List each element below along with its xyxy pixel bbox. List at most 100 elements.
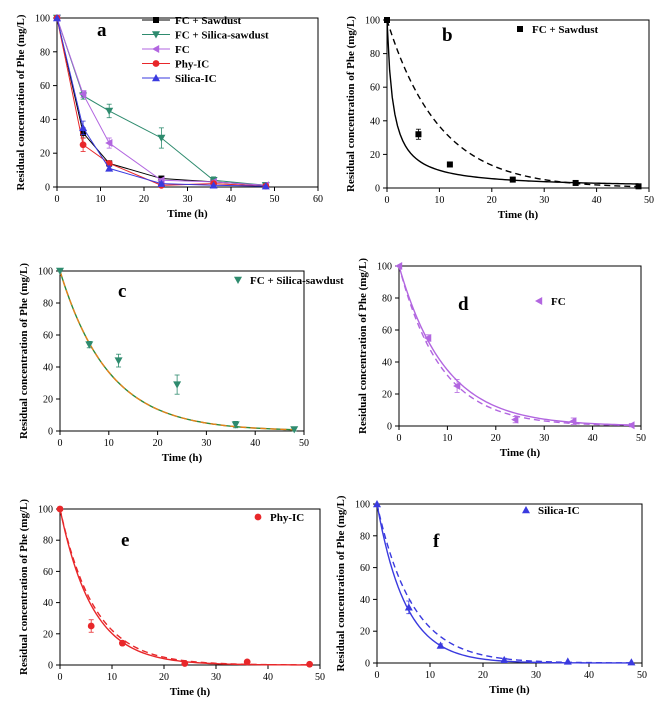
x-tick-label: 40: [250, 438, 260, 449]
x-tick-label: 20: [487, 195, 497, 206]
x-tick-label: 50: [299, 438, 309, 449]
y-tick-label: 100: [38, 267, 53, 278]
legend-label: FC + Sawdust: [175, 15, 242, 27]
fit-curve-solid: [376, 503, 632, 664]
x-tick-label: 0: [58, 672, 63, 683]
y-tick-label: 0: [48, 661, 53, 672]
y-tick-label: 100: [35, 14, 50, 25]
x-tick-label: 50: [636, 433, 646, 444]
fit-curve-dashed: [376, 503, 632, 664]
legend-entry: Phy-IC: [254, 512, 304, 524]
data-point: [209, 181, 218, 189]
series-fc-silica-sawdust: [56, 267, 299, 434]
y-tick-label: 0: [48, 427, 53, 438]
data-point: [114, 357, 123, 365]
data-point: [87, 622, 95, 630]
series-fc: [395, 262, 635, 430]
series-line: [56, 17, 266, 186]
fit-curve-solid: [59, 270, 295, 431]
fit-curve-dashed: [386, 19, 639, 188]
data-point: [509, 176, 516, 183]
series-phy-ic: [56, 505, 313, 668]
x-tick-label: 30: [531, 670, 541, 681]
x-axis-label: Time (h): [167, 208, 208, 220]
y-tick-label: 0: [45, 183, 50, 194]
legend-marker: [535, 297, 543, 305]
y-tick-label: 0: [387, 422, 392, 433]
panel-d: 0 10 20 30 40 50 0 20 40 60 80 100 Time (h) Residual …: [357, 258, 646, 459]
data-point: [85, 341, 94, 349]
data-point: [231, 421, 240, 429]
data-point: [105, 164, 114, 172]
legend-marker: [234, 276, 242, 284]
x-axis-label: Time (h): [500, 447, 541, 459]
x-axis-label: Time (h): [170, 686, 211, 698]
x-tick-label: 20: [139, 194, 149, 205]
panel-label: c: [118, 281, 126, 302]
data-point: [384, 17, 390, 23]
legend-label: FC: [551, 296, 566, 308]
x-tick-label: 30: [539, 195, 549, 206]
y-tick-label: 40: [43, 363, 53, 374]
legend-marker: [152, 60, 160, 67]
legend-label: Silica-IC: [538, 505, 580, 517]
legend-label: FC: [175, 44, 190, 56]
y-tick-label: 20: [360, 627, 370, 638]
y-tick-label: 60: [43, 567, 53, 578]
y-tick-label: 20: [382, 390, 392, 401]
series-line: [56, 17, 266, 187]
legend-marker: [152, 74, 160, 82]
data-point: [453, 382, 461, 390]
legend-label: Phy-IC: [270, 512, 304, 524]
x-tick-label: 30: [201, 438, 211, 449]
data-point: [436, 641, 445, 649]
x-tick-label: 0: [58, 438, 63, 449]
data-point: [569, 417, 577, 426]
legend-entry: FC: [142, 44, 190, 56]
y-tick-label: 60: [382, 326, 392, 337]
y-axis-label: Residual concentration of Phe (mg/L): [15, 14, 27, 190]
y-tick-label: 80: [40, 47, 50, 58]
y-axis-label: Residual concentration of Phe (mg/L): [18, 263, 30, 439]
y-tick-label: 100: [377, 262, 392, 273]
y-tick-label: 80: [360, 531, 370, 542]
legend-entry: FC + Silica-sawdust: [234, 275, 344, 287]
x-tick-label: 40: [263, 672, 273, 683]
legend-label: FC + Silica-sawdust: [175, 30, 269, 42]
data-point: [306, 660, 313, 668]
y-tick-label: 40: [40, 115, 50, 126]
y-tick-label: 40: [43, 598, 53, 609]
fit-curve-solid: [59, 508, 310, 666]
y-tick-label: 60: [360, 563, 370, 574]
data-point: [415, 131, 422, 138]
panel-label: f: [433, 531, 440, 552]
plot-frame: [376, 503, 643, 664]
x-tick-label: 20: [478, 670, 488, 681]
legend-label: Phy-IC: [175, 59, 209, 71]
x-tick-label: 30: [539, 433, 549, 444]
y-tick-label: 60: [40, 81, 50, 92]
x-tick-label: 10: [434, 195, 444, 206]
data-point: [373, 500, 381, 508]
x-tick-label: 10: [442, 433, 452, 444]
y-tick-label: 0: [375, 184, 380, 195]
y-axis-label: Residual concentration of Phe (mg/L): [335, 495, 347, 671]
fit-curve-dashed: [59, 508, 310, 666]
legend-entry: FC + Sawdust: [142, 15, 242, 27]
y-tick-label: 100: [355, 500, 370, 511]
y-tick-label: 20: [43, 629, 53, 640]
y-tick-label: 20: [370, 150, 380, 161]
data-point: [56, 505, 64, 513]
panel-a: 0 10 20 30 40 50 60 0 20 40 60 80 100 Time (h) Residua…: [15, 14, 323, 221]
fit-curve-solid: [398, 265, 632, 426]
data-point: [157, 134, 166, 142]
data-point: [395, 262, 403, 270]
x-axis-label: Time (h): [162, 452, 203, 464]
panel-f: 0 10 20 30 40 50 0 20 40 60 80 100 Time (h) Residual …: [335, 495, 647, 696]
data-point: [572, 179, 579, 186]
panel-label: e: [121, 530, 129, 551]
x-tick-label: 0: [375, 670, 380, 681]
data-point: [79, 141, 87, 149]
x-tick-label: 10: [96, 194, 106, 205]
panel-label: a: [97, 20, 107, 41]
